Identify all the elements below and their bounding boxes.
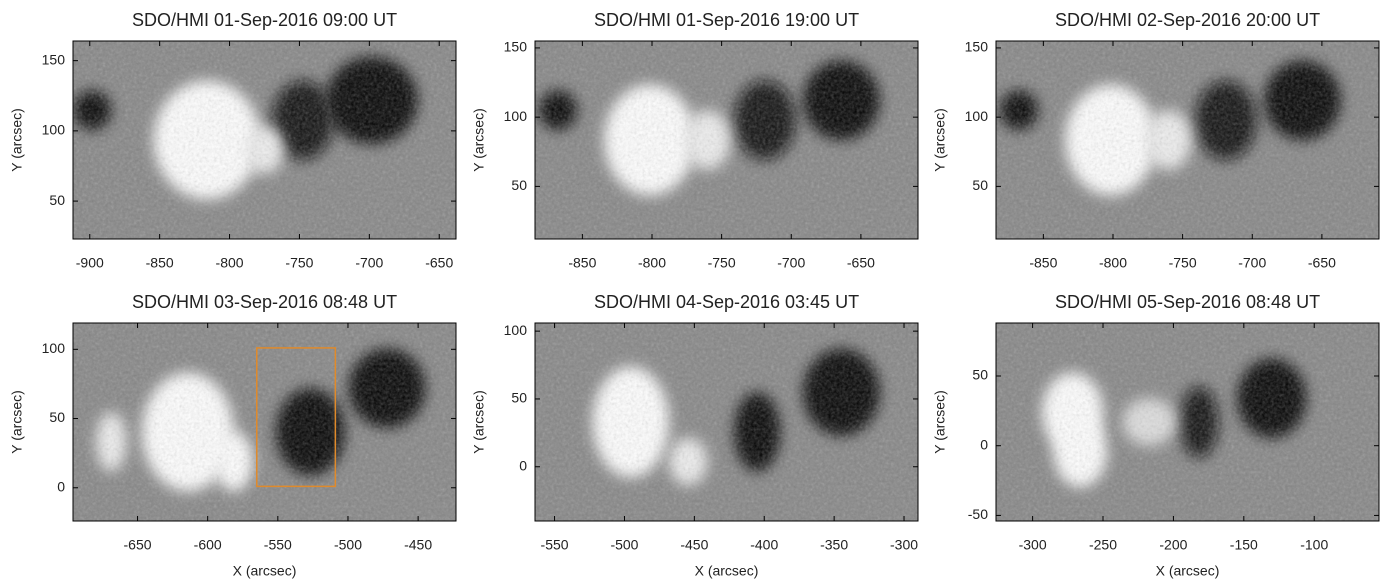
x-tick-label: -700 (1238, 255, 1266, 271)
panel-title: SDO/HMI 04-Sep-2016 03:45 UT (594, 292, 859, 312)
magnetogram (535, 323, 918, 521)
y-axis-label: Y (arcsec) (9, 390, 25, 454)
x-tick-label: -550 (541, 537, 569, 553)
y-tick-label: 50 (511, 390, 527, 406)
x-tick-label: -500 (334, 537, 362, 553)
y-tick-label: 50 (972, 177, 988, 193)
panel-title: SDO/HMI 01-Sep-2016 19:00 UT (594, 10, 859, 30)
y-tick-label: 100 (42, 122, 66, 138)
x-tick-label: -700 (777, 255, 805, 271)
x-tick-label: -100 (1300, 537, 1328, 553)
x-tick-label: -200 (1159, 537, 1187, 553)
panel-title: SDO/HMI 05-Sep-2016 08:48 UT (1055, 292, 1320, 312)
y-axis-label: Y (arcsec) (471, 390, 487, 454)
x-tick-label: -600 (194, 537, 222, 553)
y-axis-label: Y (arcsec) (9, 108, 25, 172)
magnetogram (535, 41, 918, 239)
y-tick-label: 0 (519, 457, 527, 473)
y-tick-label: 100 (965, 108, 989, 124)
y-tick-label: 150 (42, 51, 66, 67)
x-tick-label: -750 (1169, 255, 1197, 271)
x-tick-label: -550 (264, 537, 292, 553)
x-axis-label: X (arcsec) (233, 563, 297, 579)
y-tick-label: 100 (42, 340, 66, 356)
plot-frame (995, 40, 1380, 240)
x-tick-label: -650 (1308, 255, 1336, 271)
y-tick-label: 150 (504, 39, 528, 55)
panel: SDO/HMI 04-Sep-2016 03:45 UT -550 -500 -450… (471, 292, 919, 579)
x-tick-label: -500 (610, 537, 638, 553)
y-tick-label: 150 (965, 39, 989, 55)
x-tick-label: -800 (216, 255, 244, 271)
x-tick-label: -450 (404, 537, 432, 553)
magnetogram (996, 41, 1379, 239)
y-axis-label: Y (arcsec) (471, 108, 487, 172)
plot-frame (995, 322, 1380, 522)
plot-frame (72, 322, 457, 522)
panel: SDO/HMI 03-Sep-2016 08:48 UT -650 -600 -550… (9, 292, 457, 579)
y-tick-label: 0 (980, 436, 988, 452)
magnetogram (996, 323, 1379, 521)
y-tick-label: 50 (511, 177, 527, 193)
x-tick-label: -800 (1099, 255, 1127, 271)
magnetogram (73, 41, 456, 239)
x-axis-label: X (arcsec) (695, 563, 759, 579)
x-tick-label: -850 (1029, 255, 1057, 271)
x-tick-label: -300 (890, 537, 918, 553)
x-tick-label: -800 (638, 255, 666, 271)
panel-title: SDO/HMI 02-Sep-2016 20:00 UT (1055, 10, 1320, 30)
x-tick-label: -400 (750, 537, 778, 553)
x-tick-label: -150 (1230, 537, 1258, 553)
plot-frame (72, 40, 457, 240)
x-tick-label: -750 (708, 255, 736, 271)
x-tick-label: -650 (847, 255, 875, 271)
plot-frame (534, 40, 919, 240)
y-axis-label: Y (arcsec) (932, 108, 948, 172)
x-tick-label: -450 (680, 537, 708, 553)
panel: SDO/HMI 01-Sep-2016 19:00 UT -850 -800 -750… (471, 10, 919, 271)
x-tick-label: -300 (1019, 537, 1047, 553)
x-tick-label: -900 (76, 255, 104, 271)
x-tick-label: -350 (820, 537, 848, 553)
panel-title: SDO/HMI 01-Sep-2016 09:00 UT (132, 10, 397, 30)
plot-frame (534, 322, 919, 522)
y-tick-label: 0 (57, 478, 65, 494)
x-tick-label: -650 (425, 255, 453, 271)
panel: SDO/HMI 05-Sep-2016 08:48 UT -300 -250 -200… (932, 292, 1380, 579)
y-tick-label: 100 (504, 322, 528, 338)
y-tick-label: 50 (49, 409, 65, 425)
x-tick-label: -850 (568, 255, 596, 271)
x-tick-label: -850 (146, 255, 174, 271)
y-tick-label: 50 (49, 192, 65, 208)
x-tick-label: -700 (355, 255, 383, 271)
y-axis-label: Y (arcsec) (932, 390, 948, 454)
panel-title: SDO/HMI 03-Sep-2016 08:48 UT (132, 292, 397, 312)
x-tick-label: -750 (285, 255, 313, 271)
y-tick-label: 50 (972, 367, 988, 383)
x-tick-label: -650 (124, 537, 152, 553)
region-box (256, 347, 337, 488)
y-tick-label: 100 (504, 108, 528, 124)
x-tick-label: -250 (1089, 537, 1117, 553)
magnetogram (73, 323, 456, 521)
x-axis-label: X (arcsec) (1156, 563, 1220, 579)
panel: SDO/HMI 01-Sep-2016 09:00 UT -900 -850 -800… (9, 10, 457, 271)
panel: SDO/HMI 02-Sep-2016 20:00 UT -850 -800 -750… (932, 10, 1380, 271)
y-tick-label: -50 (968, 506, 988, 522)
